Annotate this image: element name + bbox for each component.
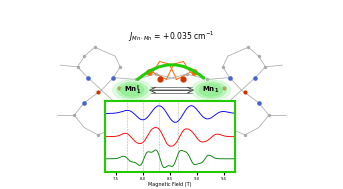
Circle shape (199, 84, 222, 96)
Point (205, 99, 210, 102)
Point (263, 65, 268, 68)
Point (82, 55, 87, 58)
Point (157, 78, 162, 81)
Point (95, 90, 101, 93)
Point (92, 46, 97, 49)
Point (227, 76, 232, 79)
Point (215, 114, 220, 117)
Point (256, 101, 261, 104)
Circle shape (117, 82, 147, 98)
Point (222, 87, 227, 90)
Point (256, 55, 261, 58)
Point (181, 78, 186, 81)
Point (146, 71, 152, 74)
Point (191, 71, 197, 74)
Point (133, 99, 138, 102)
Circle shape (191, 80, 230, 101)
Circle shape (196, 82, 226, 98)
Text: $J_{Mn \cdot Mn}$ = +0.035 cm$^{-1}$: $J_{Mn \cdot Mn}$ = +0.035 cm$^{-1}$ (128, 29, 215, 44)
FancyArrowPatch shape (138, 65, 204, 79)
Point (153, 105, 159, 108)
Text: $\mathbf{Mn_1}$: $\mathbf{Mn_1}$ (202, 85, 219, 95)
Point (205, 78, 210, 81)
Point (153, 73, 159, 76)
Point (252, 76, 258, 79)
Point (184, 73, 190, 76)
Point (246, 46, 251, 49)
Point (113, 101, 118, 104)
Circle shape (113, 80, 152, 101)
Point (146, 108, 152, 111)
Point (118, 65, 123, 68)
Point (184, 105, 190, 108)
Text: $\mathbf{Mn_1^{I}}$: $\mathbf{Mn_1^{I}}$ (124, 84, 141, 97)
Point (191, 108, 197, 111)
Point (225, 101, 230, 104)
FancyArrowPatch shape (136, 64, 207, 79)
Point (220, 65, 225, 68)
Point (85, 76, 91, 79)
Point (133, 78, 138, 81)
Circle shape (121, 84, 144, 96)
Point (75, 65, 80, 68)
Point (123, 114, 128, 117)
Point (82, 101, 87, 104)
Point (266, 114, 272, 117)
Point (181, 101, 186, 104)
Point (242, 90, 248, 93)
Point (71, 114, 77, 117)
Point (116, 87, 121, 90)
Point (95, 133, 101, 136)
Point (157, 101, 162, 104)
Point (242, 133, 248, 136)
Point (111, 76, 116, 79)
